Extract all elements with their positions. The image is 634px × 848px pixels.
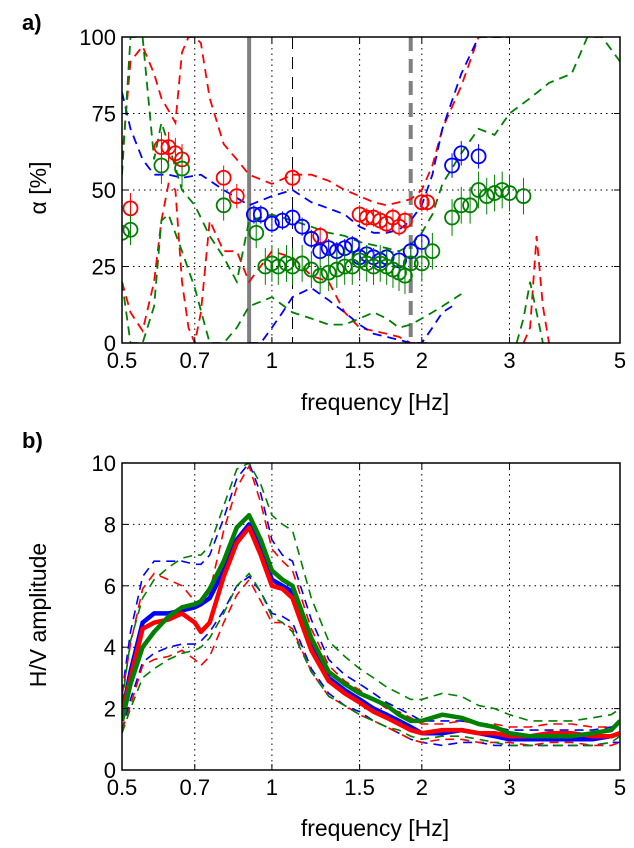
y-tick-label: 2 xyxy=(104,697,116,722)
y-tick-label: 4 xyxy=(104,635,116,660)
data-point-green xyxy=(444,209,460,226)
data-point-green xyxy=(122,221,139,238)
data-point-green xyxy=(478,188,495,205)
panel-label-a: a) xyxy=(22,10,42,35)
y-tick-label: 8 xyxy=(104,512,116,537)
x-tick-label: 2 xyxy=(416,348,428,373)
envelope-line-blue xyxy=(122,463,620,731)
data-point-green xyxy=(248,224,265,241)
data-point-blue xyxy=(453,145,470,162)
x-tick-labels: 0.5 0.7 1 1.5 2 3 5 xyxy=(107,37,626,373)
data-point-green xyxy=(153,157,170,174)
y-axis-label: H/V amplitude xyxy=(25,543,51,687)
x-tick-labels: 0.5 0.7 1 1.5 2 3 5 xyxy=(107,463,626,800)
mean-curve-red xyxy=(122,525,620,739)
envelope-line-green xyxy=(122,463,620,722)
data-series xyxy=(122,512,620,742)
x-tick-label: 0.7 xyxy=(179,348,210,373)
envelope-line-red xyxy=(122,37,510,207)
data-point-green xyxy=(453,197,470,214)
data-point-red xyxy=(228,188,245,205)
data-point-green xyxy=(284,258,301,275)
data-point-green xyxy=(320,264,337,281)
data-point-blue xyxy=(303,231,320,247)
data-point-green xyxy=(215,197,232,214)
data-point-blue xyxy=(252,206,269,223)
x-tick-label: 5 xyxy=(614,775,626,800)
data-point-green xyxy=(122,224,130,241)
y-tick-labels: 0 2 4 6 8 10 xyxy=(92,451,620,783)
data-point-green xyxy=(402,255,419,272)
x-tick-label: 3 xyxy=(503,775,515,800)
x-tick-label: 3 xyxy=(503,348,515,373)
envelope-line-green xyxy=(122,37,620,285)
data-point-blue xyxy=(470,148,487,165)
y-tick-label: 25 xyxy=(92,255,116,280)
data-series xyxy=(122,131,532,295)
data-point-red xyxy=(397,212,413,229)
data-point-green xyxy=(515,188,532,205)
y-tick-label: 100 xyxy=(79,25,116,50)
mean-curve-green xyxy=(122,512,620,739)
panel-a: a) 0.5 0.7 1 1.5 2 3 5 0 25 50 75 100 frequency [H… xyxy=(22,10,626,415)
envelope-line-green xyxy=(122,212,462,343)
grid xyxy=(122,37,620,343)
x-tick-label: 0.5 xyxy=(107,348,138,373)
y-tick-label: 6 xyxy=(104,574,116,599)
data-point-blue xyxy=(284,209,301,226)
vertical-markers xyxy=(247,37,413,343)
y-tick-label: 0 xyxy=(104,331,116,356)
data-point-red xyxy=(284,169,301,186)
data-point-green xyxy=(413,255,430,272)
y-tick-label: 50 xyxy=(92,178,116,203)
x-tick-label: 1.5 xyxy=(344,775,375,800)
x-tick-label: 0.7 xyxy=(179,775,210,800)
x-tick-label: 0.5 xyxy=(107,775,138,800)
data-point-green xyxy=(462,197,478,214)
data-point-blue xyxy=(274,212,291,229)
data-point-green xyxy=(486,185,503,201)
mean-curve-blue xyxy=(122,522,620,742)
data-point-green xyxy=(424,243,441,260)
x-axis-label: frequency [Hz] xyxy=(301,815,449,841)
x-tick-label: 5 xyxy=(614,348,626,373)
envelope-line-red xyxy=(122,182,428,343)
data-point-green xyxy=(174,160,190,177)
x-tick-label: 1.5 xyxy=(344,348,375,373)
envelope-line-red xyxy=(122,464,620,728)
data-point-red xyxy=(215,169,232,186)
y-tick-label: 75 xyxy=(92,102,116,127)
envelope-line-red xyxy=(122,578,620,747)
y-tick-label: 0 xyxy=(104,758,116,783)
data-point-green xyxy=(328,261,345,278)
envelope-line-blue xyxy=(122,37,510,234)
data-point-blue xyxy=(444,157,460,174)
envelope-line-green xyxy=(515,281,544,343)
dashed-envelopes xyxy=(122,37,620,343)
axes-frame xyxy=(121,462,621,771)
envelope-line-red xyxy=(522,235,550,343)
x-tick-label: 1 xyxy=(266,775,278,800)
x-axis-label: frequency [Hz] xyxy=(301,389,449,415)
data-point-blue xyxy=(264,215,280,232)
data-point-red xyxy=(413,194,430,211)
envelope-line-green xyxy=(122,572,620,747)
x-tick-label: 2 xyxy=(416,775,428,800)
y-tick-label: 10 xyxy=(92,451,116,476)
x-tick-label: 1 xyxy=(266,348,278,373)
data-point-red xyxy=(419,194,436,211)
y-axis-label: α [%] xyxy=(25,162,51,215)
dashed-envelopes xyxy=(122,463,620,747)
data-point-green xyxy=(336,258,353,275)
data-point-blue xyxy=(294,218,311,235)
data-point-green xyxy=(312,267,329,284)
panel-label-b: b) xyxy=(22,428,43,453)
y-tick-labels: 0 25 50 75 100 xyxy=(79,25,620,356)
